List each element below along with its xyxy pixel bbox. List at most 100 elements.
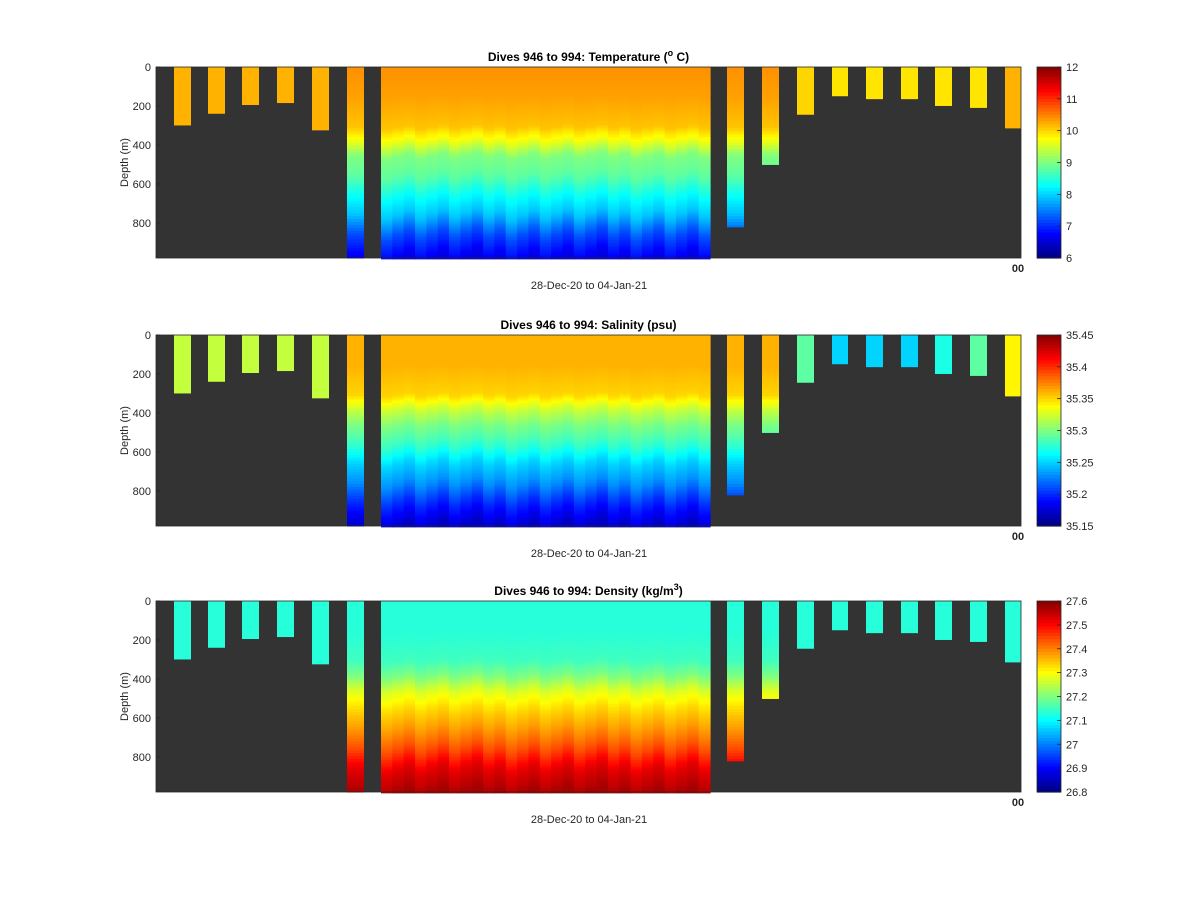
dive-column <box>347 163 364 166</box>
dive-column <box>347 458 364 461</box>
dive-column <box>727 108 744 111</box>
dive-column <box>277 67 294 103</box>
dive-column <box>727 99 744 102</box>
dive-column <box>347 502 364 505</box>
chart-title: Dives 946 to 994: Salinity (psu) <box>500 318 676 332</box>
dive-column <box>347 510 364 513</box>
dive-column <box>727 114 744 117</box>
dive-column <box>347 225 364 228</box>
dive-column <box>727 128 744 131</box>
dive-column <box>347 423 364 426</box>
dive-column <box>347 355 364 358</box>
dive-column <box>347 149 364 152</box>
dive-column <box>347 99 364 102</box>
dive-column <box>347 228 364 231</box>
dive-column <box>762 134 779 137</box>
dive-column <box>347 222 364 225</box>
dive-column <box>347 199 364 202</box>
dive-column <box>347 158 364 161</box>
dive-column <box>727 190 744 193</box>
dive-column <box>727 134 744 137</box>
dive-column <box>762 85 779 88</box>
dive-column <box>347 134 364 137</box>
dive-column <box>347 464 364 467</box>
dive-column <box>347 367 364 370</box>
y-tick-label: 200 <box>133 101 151 113</box>
dive-column <box>727 82 744 85</box>
dive-column <box>762 152 779 155</box>
dive-column <box>762 111 779 114</box>
dive-column <box>312 335 329 398</box>
dive-column <box>208 67 225 114</box>
dive-column <box>347 251 364 254</box>
dive-column <box>727 199 744 202</box>
dive-column <box>762 120 779 123</box>
dive-column <box>727 161 744 164</box>
dive-column <box>347 481 364 484</box>
dive-column <box>727 137 744 140</box>
dive-column <box>727 131 744 134</box>
dive-column <box>901 67 918 99</box>
dive-column <box>347 102 364 105</box>
dive-column <box>347 234 364 237</box>
dive-column <box>347 137 364 140</box>
y-tick-label: 600 <box>133 179 151 191</box>
dive-column <box>762 131 779 134</box>
dive-column <box>347 382 364 385</box>
dive-column <box>727 76 744 79</box>
dive-column <box>347 353 364 356</box>
dive-column <box>347 166 364 169</box>
panel-temperature: Dives 946 to 994: Temperature (o C)02004… <box>119 48 1078 292</box>
dive-column <box>347 210 364 213</box>
dive-column <box>347 111 364 114</box>
dive-column <box>347 125 364 128</box>
dive-column <box>727 146 744 149</box>
dive-column <box>347 85 364 88</box>
dive-column <box>762 161 779 164</box>
dive-column <box>727 225 744 227</box>
dive-column <box>727 187 744 190</box>
dive-column <box>347 172 364 175</box>
dive-column <box>727 111 744 114</box>
dive-column <box>347 391 364 394</box>
dive-column <box>347 519 364 522</box>
dive-column <box>347 90 364 93</box>
dive-column <box>727 163 744 166</box>
dive-column <box>347 128 364 131</box>
dive-column <box>347 376 364 379</box>
dive-column <box>347 190 364 193</box>
dive-column <box>347 239 364 242</box>
dive-column <box>174 335 191 393</box>
dive-column <box>347 87 364 90</box>
dive-column <box>762 128 779 131</box>
dive-column <box>727 143 744 146</box>
dive-column <box>347 507 364 510</box>
dive-column <box>347 344 364 347</box>
dive-column <box>727 140 744 143</box>
dive-column <box>347 201 364 204</box>
dive-column <box>727 105 744 108</box>
dive-column <box>347 405 364 408</box>
dive-column <box>347 181 364 184</box>
dive-column <box>347 338 364 341</box>
dive-column <box>347 420 364 423</box>
dive-column <box>347 152 364 155</box>
dive-column <box>762 70 779 73</box>
dive-column <box>762 93 779 96</box>
dive-column <box>347 469 364 472</box>
dive-column <box>242 67 259 105</box>
dive-column <box>727 169 744 172</box>
panel-salinity: Dives 946 to 994: Salinity (psu)02004006… <box>119 318 1094 560</box>
dive-column <box>347 341 364 344</box>
dive-column <box>727 155 744 158</box>
dive-column <box>727 201 744 204</box>
dive-column <box>347 184 364 187</box>
dive-column <box>347 361 364 364</box>
x-tick-label: 00 <box>1012 263 1024 275</box>
dive-column <box>347 379 364 382</box>
chart-title: Dives 946 to 994: Temperature (o C) <box>488 48 689 64</box>
dive-column <box>277 335 294 371</box>
dive-column <box>727 120 744 123</box>
dive-column <box>347 437 364 440</box>
